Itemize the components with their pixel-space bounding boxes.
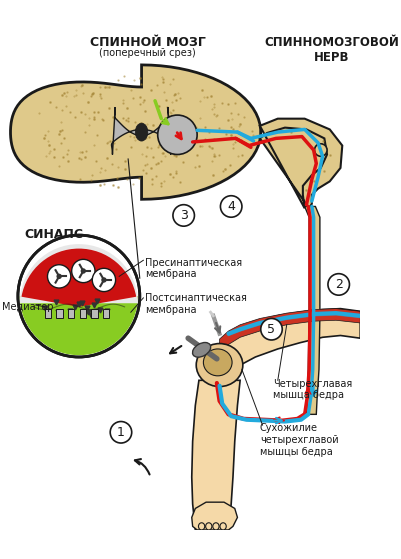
Ellipse shape [203, 349, 231, 376]
Circle shape [47, 265, 71, 288]
Bar [91, 309, 97, 319]
Text: 2: 2 [334, 278, 342, 291]
Circle shape [172, 205, 194, 226]
Circle shape [92, 268, 115, 292]
Ellipse shape [212, 523, 219, 530]
Text: Сухожилие
четырехглавой
мышцы бедра: Сухожилие четырехглавой мышцы бедра [259, 423, 338, 457]
Text: СИНАПС: СИНАПС [24, 228, 83, 241]
Bar [56, 309, 63, 319]
Text: 3: 3 [179, 209, 187, 222]
Circle shape [110, 421, 132, 443]
Text: (поперечный срез): (поперечный срез) [99, 48, 196, 58]
Circle shape [327, 274, 348, 295]
Polygon shape [213, 309, 359, 371]
Circle shape [220, 196, 241, 217]
Ellipse shape [192, 343, 210, 357]
Circle shape [71, 259, 95, 283]
Polygon shape [191, 502, 237, 530]
Polygon shape [304, 206, 319, 414]
Wedge shape [20, 296, 138, 355]
Wedge shape [20, 244, 138, 303]
Text: 5: 5 [267, 323, 275, 336]
Text: СПИННОЙ МОЗГ: СПИННОЙ МОЗГ [90, 36, 205, 49]
Ellipse shape [135, 123, 148, 141]
Circle shape [260, 319, 282, 340]
Circle shape [18, 235, 140, 357]
Bar [68, 309, 74, 319]
Ellipse shape [198, 523, 204, 530]
Text: Медиатор: Медиатор [2, 302, 53, 312]
Circle shape [157, 115, 196, 154]
Bar [79, 309, 86, 319]
Ellipse shape [219, 523, 226, 530]
Text: 1: 1 [117, 426, 125, 439]
Bar [45, 309, 51, 319]
Circle shape [101, 277, 106, 283]
Text: Постсинаптическая
мембрана: Постсинаптическая мембрана [145, 293, 247, 315]
Polygon shape [219, 309, 359, 353]
Text: Четырехглавая
мышца бедра: Четырехглавая мышца бедра [273, 378, 352, 400]
Text: СПИННОМОЗГОВОЙ
НЕРВ: СПИННОМОЗГОВОЙ НЕРВ [263, 36, 398, 64]
Bar [103, 309, 109, 319]
Text: Пресинаптическая
мембрана: Пресинаптическая мембрана [145, 258, 242, 279]
Text: 4: 4 [227, 200, 235, 213]
Polygon shape [111, 107, 171, 154]
Circle shape [81, 268, 86, 274]
Circle shape [56, 274, 62, 279]
Polygon shape [259, 119, 341, 209]
Ellipse shape [196, 344, 242, 387]
Polygon shape [10, 65, 260, 200]
Circle shape [314, 144, 326, 157]
Wedge shape [21, 249, 136, 307]
Ellipse shape [205, 523, 211, 530]
Polygon shape [191, 380, 239, 530]
